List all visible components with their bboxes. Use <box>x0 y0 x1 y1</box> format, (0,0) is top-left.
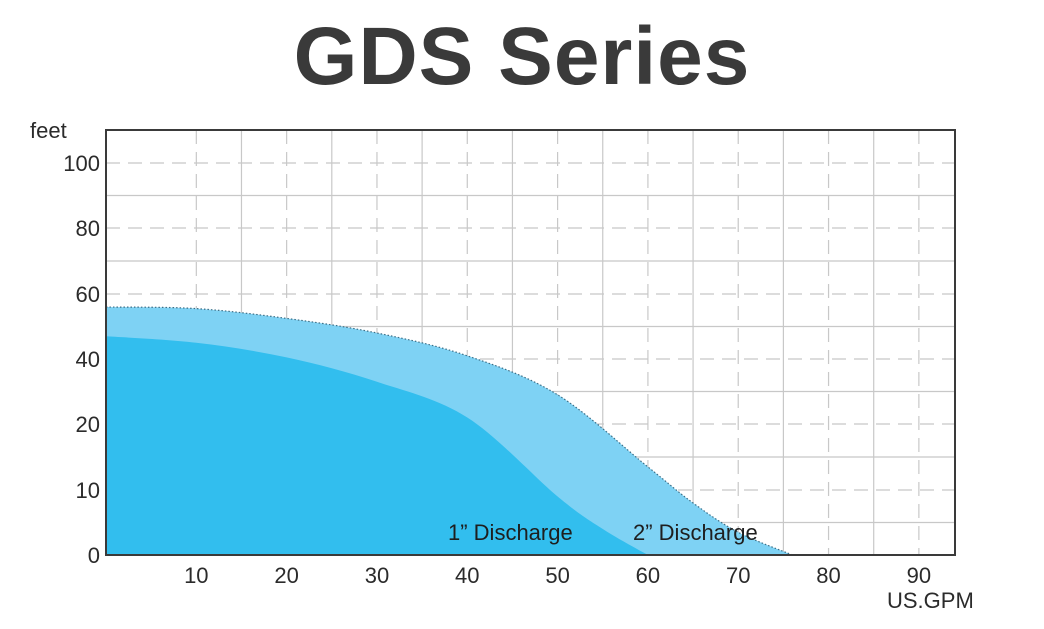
x-tick-label: 10 <box>184 563 208 588</box>
y-axis-label: feet <box>30 118 67 143</box>
y-tick-label: 100 <box>63 151 100 176</box>
x-tick-label: 70 <box>726 563 750 588</box>
series-label-1in: 1” Discharge <box>448 520 573 545</box>
x-tick-label: 60 <box>636 563 660 588</box>
x-tick-label: 90 <box>907 563 931 588</box>
area-1in-discharge <box>106 336 648 555</box>
curve-areas <box>105 306 793 556</box>
curve-2in-discharge <box>105 306 793 556</box>
chart-text: feet US.GPM 1” Discharge 2” Discharge 10… <box>30 118 974 613</box>
x-tick-label: 30 <box>365 563 389 588</box>
y-tick-label: 60 <box>76 282 100 307</box>
y-tick-label: 10 <box>76 478 100 503</box>
x-axis-label: US.GPM <box>887 588 974 613</box>
y-tick-label: 20 <box>76 412 100 437</box>
x-tick-label: 50 <box>545 563 569 588</box>
series-label-2in: 2” Discharge <box>633 520 758 545</box>
chart-title: GDS Series <box>293 11 751 102</box>
plot-frame <box>105 129 956 556</box>
y-tick-label: 0 <box>88 543 100 568</box>
y-tick-label: 40 <box>76 347 100 372</box>
x-tick-label: 80 <box>816 563 840 588</box>
y-tick-label: 80 <box>76 216 100 241</box>
x-tick-label: 20 <box>274 563 298 588</box>
x-tick-label: 40 <box>455 563 479 588</box>
